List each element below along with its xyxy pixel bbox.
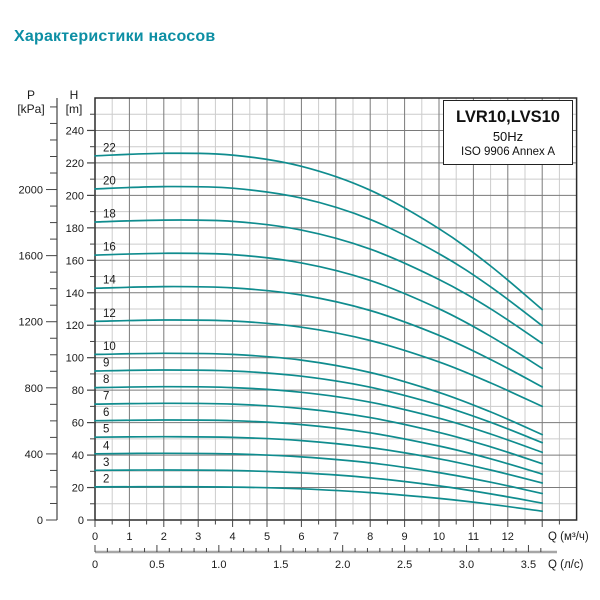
pump-curve-22 xyxy=(94,152,544,311)
pump-curve-3 xyxy=(94,469,544,504)
pressure-tick-label: 400 xyxy=(25,449,43,461)
head-axis-name: H xyxy=(69,88,79,102)
flow-m3h-tick-label: 8 xyxy=(367,531,373,543)
head-axis: 0 20 40 60 80 100 120 140 160 180 200 220 240 xyxy=(66,113,95,527)
flow-m3h-tick-label: 2 xyxy=(161,531,167,543)
frequency-label: 50Hz xyxy=(492,128,524,144)
pump-curve-16 xyxy=(94,252,544,370)
flow-m3h-axis-label: Q (м³/ч) xyxy=(548,531,589,543)
curve-label-9: 9 xyxy=(103,358,109,370)
pump-curve-5 xyxy=(94,435,544,484)
pump-curves: 22 20 18 16 14 12 10 9 8 7 6 5 4 3 2 xyxy=(94,142,544,513)
flow-m3h-tick-label: 7 xyxy=(333,531,339,543)
flow-ls-tick-label: 2.0 xyxy=(335,559,350,571)
pump-curve-10 xyxy=(94,352,544,436)
head-tick-label: 0 xyxy=(78,515,84,527)
chart-info-box: LVR10,LVS10 50Hz ISO 9906 Annex A xyxy=(443,100,573,165)
curve-label-6: 6 xyxy=(103,407,109,419)
head-tick-label: 240 xyxy=(66,125,84,137)
standard-label: ISO 9906 Annex A xyxy=(461,145,555,158)
curve-label-18: 18 xyxy=(103,209,116,221)
flow-m3h-tick-label: 0 xyxy=(92,531,98,543)
flow-m3h-tick-label: 11 xyxy=(468,531,479,543)
head-tick-label: 60 xyxy=(72,418,84,430)
head-tick-label: 220 xyxy=(66,158,84,170)
plot-grid-minor xyxy=(95,98,577,520)
flow-m3h-tick-label: 10 xyxy=(433,531,445,543)
pressure-tick-label: 1600 xyxy=(19,251,43,263)
flow-ls-axis: 0 0.5 1.0 1.5 2.0 2.5 3.0 3.5 Q (л/с) xyxy=(92,545,584,571)
head-tick-label: 100 xyxy=(66,353,84,365)
head-tick-label: 80 xyxy=(72,385,84,397)
flow-m3h-tick-label: 4 xyxy=(230,531,236,543)
curve-label-5: 5 xyxy=(103,424,109,436)
head-tick-label: 40 xyxy=(72,450,84,462)
pump-curve-20 xyxy=(94,185,544,327)
pump-curve-18 xyxy=(94,219,544,345)
curve-label-20: 20 xyxy=(103,175,116,187)
flow-ls-tick-label: 3.0 xyxy=(459,559,474,571)
pump-curve-2 xyxy=(94,485,544,513)
head-axis-unit: [m] xyxy=(65,102,83,116)
pressure-tick-label: 800 xyxy=(25,383,43,395)
pressure-tick-label: 1200 xyxy=(19,317,43,329)
flow-ls-tick-label: 0 xyxy=(92,559,98,571)
pump-curve-8 xyxy=(94,385,544,454)
curve-label-10: 10 xyxy=(103,341,116,353)
curve-label-12: 12 xyxy=(103,308,116,320)
flow-m3h-tick-label: 3 xyxy=(195,531,201,543)
flow-ls-tick-label: 3.5 xyxy=(521,559,536,571)
curve-label-3: 3 xyxy=(103,457,109,469)
flow-ls-tick-label: 2.5 xyxy=(397,559,412,571)
head-tick-label: 160 xyxy=(66,255,84,267)
curve-label-7: 7 xyxy=(103,391,109,403)
flow-m3h-tick-label: 1 xyxy=(126,531,132,543)
flow-ls-axis-label: Q (л/с) xyxy=(548,559,584,571)
flow-ls-tick-label: 1.5 xyxy=(273,559,288,571)
flow-m3h-tick-label: 9 xyxy=(402,531,408,543)
head-tick-label: 140 xyxy=(66,288,84,300)
head-tick-label: 120 xyxy=(66,320,84,332)
flow-ls-tick-label: 1.0 xyxy=(211,559,226,571)
pressure-axis: 0 400 800 1200 1600 2000 xyxy=(19,98,58,527)
pump-curve-7 xyxy=(94,402,544,465)
page-title: Характеристики насосов xyxy=(14,28,216,45)
curve-label-2: 2 xyxy=(103,473,109,485)
pump-curve-9 xyxy=(94,369,544,444)
pressure-tick-label: 0 xyxy=(37,515,43,527)
flow-m3h-tick-label: 12 xyxy=(502,531,514,543)
flow-ls-tick-label: 0.5 xyxy=(149,559,164,571)
plot-grid-major xyxy=(95,98,577,520)
curve-label-4: 4 xyxy=(103,440,110,452)
pressure-tick-label: 2000 xyxy=(19,185,43,197)
curve-label-22: 22 xyxy=(103,142,116,154)
curve-label-16: 16 xyxy=(103,242,116,254)
pressure-axis-name: P xyxy=(26,88,35,102)
pump-model-label: LVR10,LVS10 xyxy=(456,107,560,126)
flow-m3h-axis: 0 1 2 3 4 5 6 7 8 9 10 11 12 Q (м³/ч) xyxy=(92,520,589,543)
head-tick-label: 180 xyxy=(66,223,84,235)
head-tick-label: 200 xyxy=(66,190,84,202)
curve-label-8: 8 xyxy=(103,374,109,386)
pump-curve-12 xyxy=(94,319,544,408)
pump-curve-4 xyxy=(94,452,544,495)
pressure-axis-unit: [kPa] xyxy=(17,102,45,116)
pump-curve-14 xyxy=(94,285,544,388)
flow-m3h-tick-label: 5 xyxy=(264,531,270,543)
curve-label-14: 14 xyxy=(103,275,116,287)
head-tick-label: 20 xyxy=(72,483,84,495)
flow-m3h-tick-label: 6 xyxy=(298,531,304,543)
pump-curve-6 xyxy=(94,419,544,475)
